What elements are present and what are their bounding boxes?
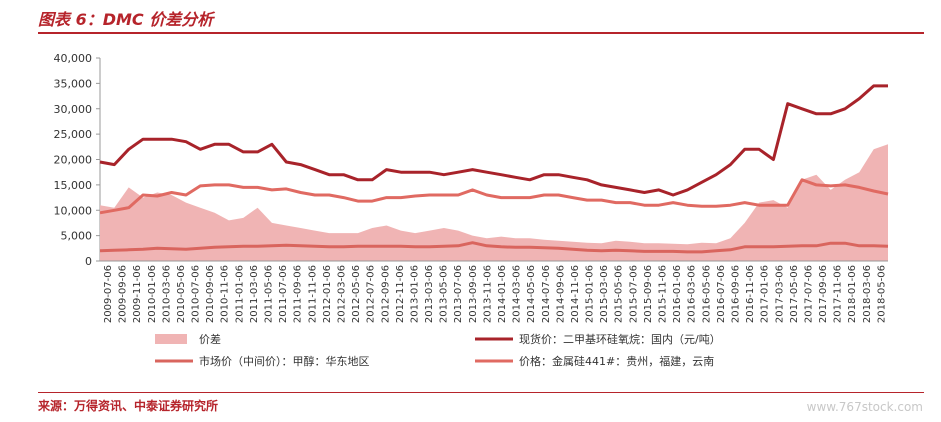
footer-rule — [38, 392, 924, 393]
y-tick-label: 10,000 — [54, 204, 93, 217]
x-tick-label: 2010-11-06 — [220, 265, 231, 323]
watermark: www.767stock.com — [806, 400, 923, 414]
x-tick-label: 2012-05-06 — [351, 265, 362, 323]
x-tick-label: 2015-01-06 — [585, 265, 596, 323]
x-tick-label: 2017-05-06 — [789, 265, 800, 323]
x-tick-label: 2010-03-06 — [161, 265, 172, 323]
x-tick-label: 2016-09-06 — [730, 265, 741, 323]
source-note: 来源：万得资讯、中泰证券研究所 — [38, 399, 219, 413]
x-tick-label: 2013-05-06 — [439, 265, 450, 323]
x-tick-label: 2010-01-06 — [147, 265, 158, 323]
y-tick-label: 20,000 — [54, 154, 93, 167]
x-tick-label: 2012-11-06 — [395, 265, 406, 323]
y-axis: 0 5,000 10,000 15,000 20,000 25,000 30,000 35,0… — [54, 52, 101, 268]
x-tick-label: 2016-11-06 — [745, 265, 756, 323]
x-tick-label: 2016-05-06 — [701, 265, 712, 323]
x-tick-label: 2015-07-06 — [628, 265, 639, 323]
legend: 价差 现货价：二甲基环硅氧烷：国内（元/吨） 市场价（中间价）：甲醇：华东地区 价格：… — [155, 332, 721, 368]
legend-label: 市场价（中间价）：甲醇：华东地区 — [199, 354, 370, 368]
legend-label: 价格：金属硅441#：贵州，福建，云南 — [519, 354, 714, 368]
x-tick-label: 2017-03-06 — [774, 265, 785, 323]
x-tick-label: 2018-03-06 — [862, 265, 873, 323]
x-tick-label: 2018-05-06 — [876, 265, 887, 323]
x-tick-label: 2015-11-06 — [658, 265, 669, 323]
x-tick-label: 2011-09-06 — [293, 265, 304, 323]
series-line-2 — [99, 241, 889, 254]
x-tick-label: 2013-01-06 — [409, 265, 420, 323]
x-tick-label: 2014-03-06 — [512, 265, 523, 323]
legend-label: 价差 — [199, 332, 221, 346]
y-tick-label: 35,000 — [54, 77, 93, 90]
series-line-3 — [99, 178, 889, 215]
x-tick-label: 2012-09-06 — [380, 265, 391, 323]
x-tick-label: 2013-09-06 — [468, 265, 479, 323]
x-tick-label: 2012-03-06 — [336, 265, 347, 323]
x-tick-label: 2014-07-06 — [541, 265, 552, 323]
x-tick-label: 2010-05-06 — [176, 265, 187, 323]
x-axis: 2009-07-06 2009-09-06 2009-11-06 2010-01-06… — [100, 260, 888, 323]
x-tick-label: 2009-07-06 — [103, 265, 114, 323]
x-tick-label: 2014-09-06 — [555, 265, 566, 323]
series-line-1 — [99, 84, 888, 197]
x-tick-label: 2013-11-06 — [482, 265, 493, 323]
x-tick-label: 2011-03-06 — [249, 265, 260, 323]
x-tick-label: 2010-09-06 — [205, 265, 216, 323]
x-tick-label: 2014-11-06 — [570, 265, 581, 323]
x-tick-label: 2017-01-06 — [760, 265, 771, 323]
x-tick-label: 2017-07-06 — [803, 265, 814, 323]
y-tick-label: 0 — [85, 255, 92, 268]
x-tick-label: 2016-01-06 — [672, 265, 683, 323]
x-tick-label: 2011-07-06 — [278, 265, 289, 323]
x-tick-label: 2015-03-06 — [599, 265, 610, 323]
x-tick-label: 2016-03-06 — [687, 265, 698, 323]
legend-swatch — [155, 334, 187, 344]
x-tick-label: 2018-01-06 — [847, 265, 858, 323]
y-tick-label: 15,000 — [54, 179, 93, 192]
x-tick-label: 2017-09-06 — [818, 265, 829, 323]
x-tick-label: 2014-05-06 — [526, 265, 537, 323]
x-tick-label: 2011-05-06 — [264, 265, 275, 323]
title-rule — [38, 32, 924, 34]
x-tick-label: 2013-03-06 — [424, 265, 435, 323]
chart-title: 图表 6：DMC 价差分析 — [38, 10, 214, 29]
x-tick-label: 2015-09-06 — [643, 265, 654, 323]
y-tick-label: 25,000 — [54, 128, 93, 141]
x-tick-label: 2013-07-06 — [453, 265, 464, 323]
x-tick-label: 2012-01-06 — [322, 265, 333, 323]
legend-label: 现货价：二甲基环硅氧烷：国内（元/吨） — [519, 332, 721, 346]
x-tick-label: 2015-05-06 — [614, 265, 625, 323]
x-tick-label: 2017-11-06 — [833, 265, 844, 323]
plot-area — [99, 84, 889, 261]
x-tick-label: 2009-11-06 — [132, 265, 143, 323]
x-tick-label: 2011-11-06 — [307, 265, 318, 323]
chart: 0 5,000 10,000 15,000 20,000 25,000 30,000 35,0… — [54, 52, 889, 368]
x-tick-label: 2009-09-06 — [118, 265, 129, 323]
x-tick-label: 2014-01-06 — [497, 265, 508, 323]
x-tick-label: 2012-07-06 — [366, 265, 377, 323]
series-area-spread — [100, 144, 888, 261]
y-tick-label: 40,000 — [54, 52, 93, 65]
x-tick-label: 2010-07-06 — [191, 265, 202, 323]
x-tick-label: 2016-07-06 — [716, 265, 727, 323]
x-tick-label: 2011-01-06 — [234, 265, 245, 323]
y-tick-label: 30,000 — [54, 103, 93, 116]
y-tick-label: 5,000 — [61, 230, 93, 243]
